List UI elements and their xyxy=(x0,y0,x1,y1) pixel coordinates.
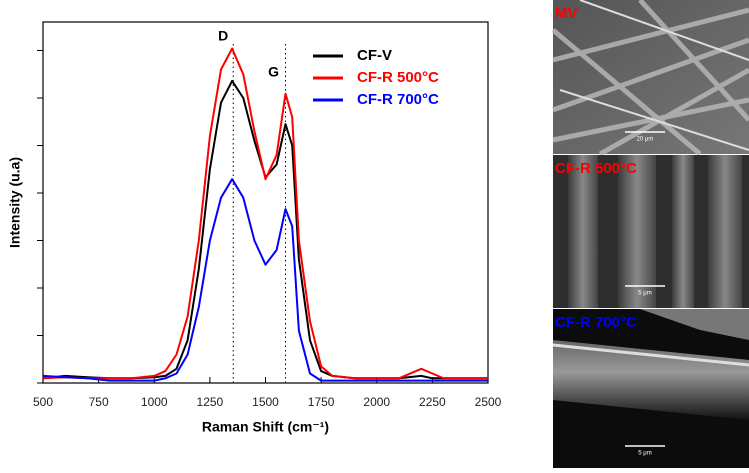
x-tick-label: 2000 xyxy=(363,395,390,409)
sem-image xyxy=(552,309,749,468)
image-label: MV xyxy=(555,5,578,22)
scale-label: 5 μm xyxy=(638,451,651,457)
legend-label: CF-R 500°C xyxy=(357,69,439,86)
x-tick-label: 2500 xyxy=(475,395,502,409)
scale-label: 20 μm xyxy=(637,137,654,143)
x-tick-label: 1250 xyxy=(197,395,224,409)
image-label: CF-R 700°C xyxy=(555,314,637,331)
sem-image xyxy=(553,155,749,308)
y-axis-label: Intensity (u.a) xyxy=(7,157,23,248)
x-tick-label: 1000 xyxy=(141,395,168,409)
legend-label: CF-V xyxy=(357,47,392,64)
series-line xyxy=(42,178,488,382)
x-tick-label: 500 xyxy=(33,395,53,409)
x-tick-label: 1750 xyxy=(308,395,335,409)
sem-image xyxy=(551,0,749,157)
annotation: G xyxy=(268,64,279,80)
annotation: D xyxy=(218,28,228,44)
x-axis-label: Raman Shift (cm⁻¹) xyxy=(202,419,329,435)
scale-label: 5 μm xyxy=(638,291,651,297)
x-tick-label: 1500 xyxy=(252,395,279,409)
series-line xyxy=(42,79,488,380)
x-tick-label: 2250 xyxy=(419,395,446,409)
x-tick-label: 750 xyxy=(89,395,109,409)
image-label: CF-R 500°C xyxy=(555,160,637,177)
legend-label: CF-R 700°C xyxy=(357,91,439,108)
series-line xyxy=(42,47,488,380)
